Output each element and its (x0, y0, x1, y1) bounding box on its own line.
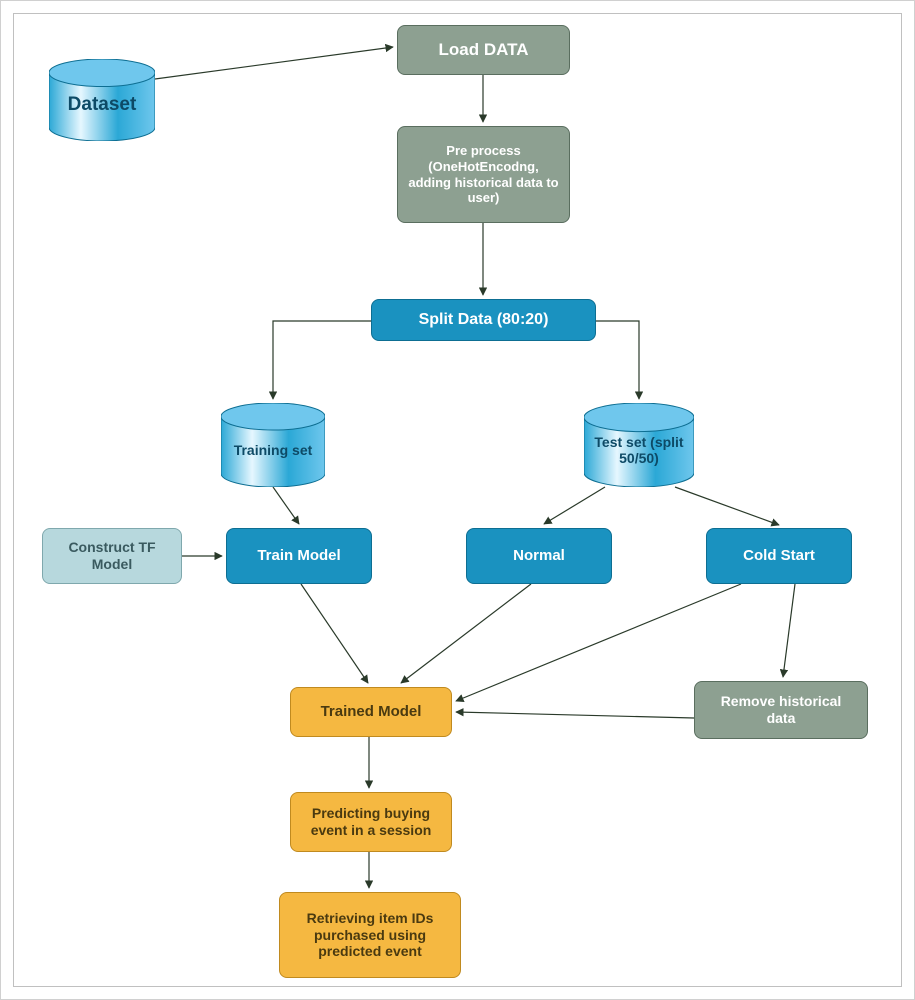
box-split: Split Data (80:20) (371, 299, 596, 341)
cylinder-label-test_set: Test set (split 50/50) (584, 435, 694, 466)
cylinder-label-dataset: Dataset (62, 95, 143, 116)
box-normal: Normal (466, 528, 612, 584)
box-predicting: Predicting buying event in a session (290, 792, 452, 852)
diagram-canvas: Dataset Load DATA Pre process (OneHotEncod… (0, 0, 915, 1000)
box-preprocess: Pre process (OneHotEncodng, adding histo… (397, 126, 570, 223)
cylinder-dataset: Dataset (49, 59, 155, 141)
box-construct_tf: Construct TF Model (42, 528, 182, 584)
box-trained_model: Trained Model (290, 687, 452, 737)
box-train_model: Train Model (226, 528, 372, 584)
box-remove_hist: Remove historical data (694, 681, 868, 739)
box-retrieving: Retrieving item IDs purchased using pred… (279, 892, 461, 978)
cylinder-test_set: Test set (split 50/50) (584, 403, 694, 487)
box-cold_start: Cold Start (706, 528, 852, 584)
box-load: Load DATA (397, 25, 570, 75)
cylinder-label-training_set: Training set (228, 443, 319, 458)
cylinder-training_set: Training set (221, 403, 325, 487)
